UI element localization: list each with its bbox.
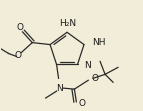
Text: NH: NH (92, 38, 105, 47)
Text: O: O (17, 23, 24, 32)
Text: O: O (15, 51, 22, 60)
Text: O: O (91, 74, 98, 83)
Text: H₂N: H₂N (59, 19, 77, 28)
Text: N: N (56, 84, 63, 93)
Text: N: N (85, 61, 91, 70)
Text: O: O (79, 99, 86, 108)
